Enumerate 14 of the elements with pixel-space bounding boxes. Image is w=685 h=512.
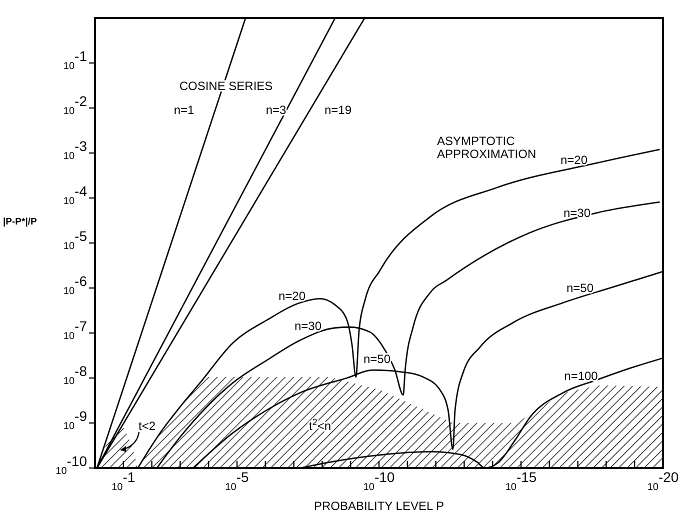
- annotation: t<2: [138, 419, 156, 433]
- series-label: n=100: [564, 369, 598, 383]
- series-label: n=50: [566, 281, 594, 295]
- series-label: n=3: [266, 103, 286, 117]
- text: n=20: [560, 153, 588, 167]
- text: n=30: [294, 319, 322, 333]
- series-label: n=19: [324, 103, 352, 117]
- x-axis-title: PROBABILITY LEVEL P: [314, 499, 444, 512]
- y-axis-title: |P-P*|/P: [3, 216, 38, 228]
- series-label: n=1: [174, 103, 194, 117]
- text: n=50: [363, 352, 391, 366]
- annotation: ASYMPTOTIC APPROXIMATION: [437, 134, 536, 161]
- series-label: n=20: [278, 289, 306, 303]
- series-label: n=30: [563, 206, 591, 220]
